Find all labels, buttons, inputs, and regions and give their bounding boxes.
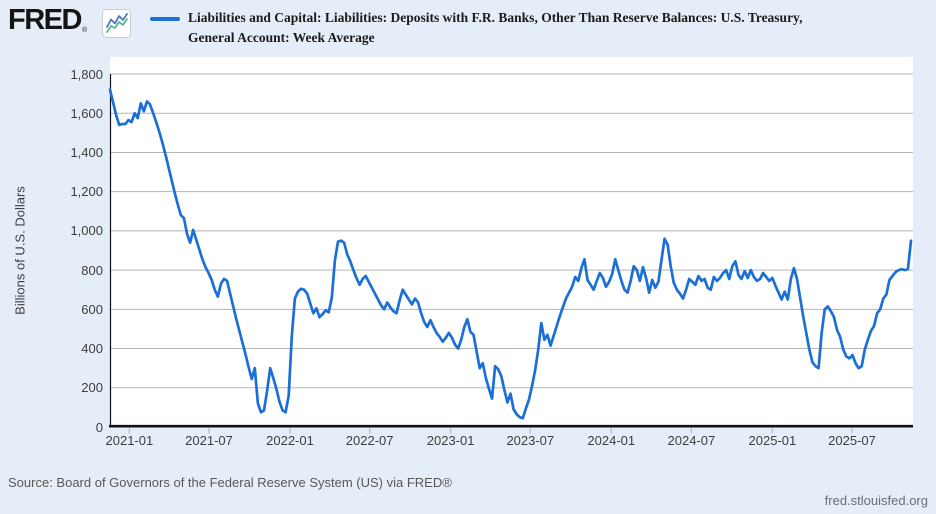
series-legend-swatch bbox=[150, 17, 180, 21]
x-tick-label: 2021-01 bbox=[105, 433, 154, 448]
source-note: Source: Board of Governors of the Federa… bbox=[8, 475, 452, 490]
x-tick-label: 2024-07 bbox=[667, 433, 716, 448]
chart-title-line1: Liabilities and Capital: Liabilities: De… bbox=[188, 10, 803, 25]
x-tick-label: 2024-01 bbox=[587, 433, 636, 448]
line-chart-icon bbox=[102, 9, 131, 38]
y-tick-label: 1,200 bbox=[70, 184, 103, 200]
y-tick-label: 0 bbox=[95, 419, 103, 435]
x-tick-label: 2021-07 bbox=[185, 433, 233, 448]
x-tick-label: 2025-07 bbox=[828, 433, 876, 448]
plot-background bbox=[110, 57, 913, 427]
fred-site-link[interactable]: fred.stlouisfed.org bbox=[824, 493, 928, 508]
series-line[interactable] bbox=[108, 88, 913, 420]
y-tick-label: 1,400 bbox=[70, 144, 103, 160]
y-tick-label: 1,000 bbox=[70, 223, 103, 239]
x-tick-label: 2023-01 bbox=[426, 433, 475, 448]
y-tick-label: 800 bbox=[81, 262, 103, 278]
x-tick-label: 2025-01 bbox=[748, 433, 797, 448]
fred-logo[interactable]: FRED ® bbox=[8, 4, 87, 37]
y-tick-label: 1,800 bbox=[70, 66, 103, 82]
x-tick-label: 2022-07 bbox=[345, 433, 394, 448]
chart-plot-area[interactable] bbox=[0, 0, 936, 460]
y-tick-label: 400 bbox=[81, 341, 103, 357]
fred-logo-text: FRED bbox=[8, 4, 82, 36]
y-tick-label: 1,600 bbox=[70, 105, 103, 121]
x-tick-label: 2022-01 bbox=[266, 433, 314, 448]
chart-title-line2: General Account: Week Average bbox=[188, 30, 375, 45]
registered-trademark-icon: ® bbox=[81, 27, 88, 34]
y-tick-label: 200 bbox=[81, 380, 103, 396]
x-tick-label: 2023-07 bbox=[506, 433, 555, 448]
chart-title: Liabilities and Capital: Liabilities: De… bbox=[188, 8, 933, 48]
y-tick-label: 600 bbox=[81, 301, 103, 317]
